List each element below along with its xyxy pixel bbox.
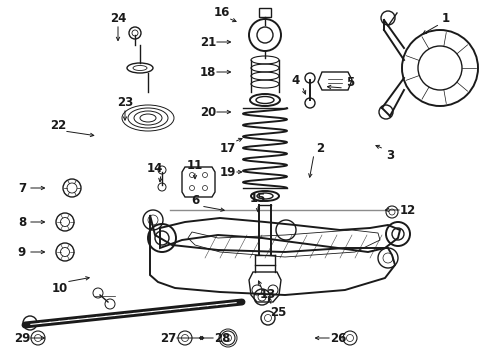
Text: 19: 19 <box>220 166 236 179</box>
Text: 28: 28 <box>213 332 230 345</box>
Text: 25: 25 <box>269 306 285 319</box>
Text: 29: 29 <box>14 332 30 345</box>
Text: 8: 8 <box>18 216 26 229</box>
Text: 13: 13 <box>259 288 276 302</box>
Text: 22: 22 <box>50 118 66 131</box>
Text: 11: 11 <box>186 158 203 171</box>
Text: 24: 24 <box>110 12 126 24</box>
Text: 27: 27 <box>160 332 176 345</box>
Text: 15: 15 <box>249 192 265 204</box>
Text: 16: 16 <box>213 5 230 18</box>
Text: 14: 14 <box>146 162 163 175</box>
Text: 6: 6 <box>190 194 199 207</box>
Text: 2: 2 <box>315 141 324 154</box>
Text: 7: 7 <box>18 181 26 194</box>
Text: 1: 1 <box>441 12 449 24</box>
Text: 5: 5 <box>345 76 353 89</box>
Text: 10: 10 <box>52 282 68 294</box>
Text: 12: 12 <box>399 203 415 216</box>
Text: 21: 21 <box>200 36 216 49</box>
Text: 9: 9 <box>18 246 26 258</box>
Text: 4: 4 <box>291 73 300 86</box>
Text: 3: 3 <box>385 149 393 162</box>
Text: 26: 26 <box>329 332 346 345</box>
Text: 17: 17 <box>220 141 236 154</box>
Text: 18: 18 <box>200 66 216 78</box>
Text: 20: 20 <box>200 105 216 118</box>
Text: 23: 23 <box>117 95 133 108</box>
